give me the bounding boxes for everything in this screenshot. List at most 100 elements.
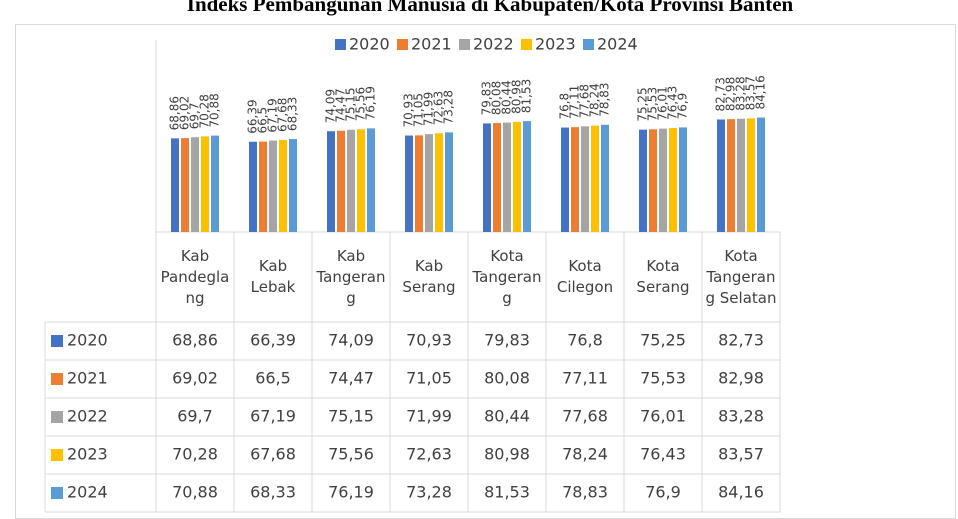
table-cell: 75,25	[640, 331, 686, 350]
table-cell: 81,53	[484, 483, 530, 502]
data-label: 80,98	[510, 80, 524, 114]
table-cell: 80,98	[484, 445, 530, 464]
data-label: 76,8	[558, 93, 572, 120]
data-label: 79,83	[480, 81, 494, 115]
bar	[425, 134, 433, 232]
data-label: 75,25	[636, 87, 650, 121]
bar	[747, 118, 755, 232]
category-cell: Kota Tangerang	[473, 247, 542, 307]
table-cell: 70,88	[172, 483, 218, 502]
table-cell: 67,68	[250, 445, 296, 464]
table-cell: 84,16	[718, 483, 764, 502]
bar	[357, 129, 365, 232]
x-tick-label: Kota Cilegon	[556, 257, 614, 296]
bar	[171, 138, 179, 232]
table-cell: 66,39	[250, 331, 296, 350]
category-cell: Kota Tangerang Selatan	[706, 247, 777, 307]
table-cell: 73,28	[406, 483, 452, 502]
row-label: 2020	[67, 331, 108, 350]
data-label: 75,56	[354, 87, 368, 121]
legend-swatch	[397, 39, 408, 50]
data-label: 68,33	[286, 97, 300, 131]
table-cell: 68,33	[250, 483, 296, 502]
table-cell: 69,02	[172, 369, 218, 388]
category-cell: Kota Cilegon	[556, 257, 614, 296]
table-cell: 76,43	[640, 445, 686, 464]
table-cell: 77,68	[562, 407, 608, 426]
bar	[581, 126, 589, 232]
table-cell: 74,47	[328, 369, 374, 388]
legend-label: 2023	[535, 35, 576, 54]
data-label: 70,93	[402, 93, 416, 127]
bar	[201, 136, 209, 232]
table-cell: 76,9	[645, 483, 681, 502]
bar	[513, 121, 521, 232]
table-cell: 76,01	[640, 407, 686, 426]
data-label: 67,19	[266, 98, 280, 132]
data-label: 73,28	[442, 90, 456, 124]
data-label: 84,16	[754, 75, 768, 109]
table-cell: 78,24	[562, 445, 608, 464]
table-cell: 83,28	[718, 407, 764, 426]
data-label: 69,7	[188, 102, 202, 129]
category-cell: Kab Lebak	[250, 257, 296, 296]
table-cell: 74,09	[328, 331, 374, 350]
data-label: 77,68	[578, 84, 592, 118]
data-label: 81,53	[520, 79, 534, 113]
data-label: 76,01	[656, 86, 670, 120]
bar	[649, 129, 657, 232]
data-label: 75,15	[344, 87, 358, 121]
legend-key	[51, 487, 63, 499]
category-cell: Kab Tangerang	[317, 247, 386, 307]
bar	[367, 128, 375, 232]
legend-swatch	[459, 39, 470, 50]
table-cell: 66,5	[255, 369, 291, 388]
bar	[435, 133, 443, 232]
bar	[181, 138, 189, 232]
legend-label: 2021	[411, 35, 452, 54]
bar	[601, 124, 609, 232]
data-label: 76,19	[364, 86, 378, 120]
table-cell: 71,05	[406, 369, 452, 388]
bar	[659, 128, 667, 232]
data-label: 74,09	[324, 89, 338, 123]
table-cell: 71,99	[406, 407, 452, 426]
data-label: 75,53	[646, 87, 660, 121]
bar	[249, 141, 257, 232]
bar	[523, 121, 531, 232]
bar	[717, 119, 725, 232]
x-tick-label: Kab Lebak	[250, 257, 296, 296]
bar	[415, 135, 423, 232]
bar	[279, 139, 287, 232]
table-cell: 77,11	[562, 369, 608, 388]
table-cell: 79,83	[484, 331, 530, 350]
bar	[347, 129, 355, 232]
bar	[561, 127, 569, 232]
data-label: 71,05	[412, 93, 426, 127]
table-cell: 80,44	[484, 407, 530, 426]
data-label: 66,39	[246, 99, 260, 133]
table-cell: 70,93	[406, 331, 452, 350]
data-label: 72,63	[432, 91, 446, 125]
table-cell: 70,28	[172, 445, 218, 464]
data-label: 83,57	[744, 76, 758, 110]
data-label: 76,43	[666, 86, 680, 120]
data-label: 78,83	[598, 82, 612, 116]
legend-swatch	[521, 39, 532, 50]
legend-label: 2022	[473, 35, 514, 54]
data-label: 70,88	[208, 93, 222, 127]
x-tick-label: Kab Pandeglang	[160, 246, 230, 307]
bar	[493, 123, 501, 232]
legend-key	[51, 373, 63, 385]
row-label: 2024	[67, 483, 108, 502]
table-cell: 75,53	[640, 369, 686, 388]
data-label: 78,24	[588, 83, 602, 117]
data-label: 74,47	[334, 88, 348, 122]
legend-swatch	[335, 39, 346, 50]
table-cell: 72,63	[406, 445, 452, 464]
legend-key	[51, 449, 63, 461]
bar	[289, 139, 297, 232]
chart-title: Indeks Pembangunan Manusia di Kabupaten/…	[187, 0, 794, 16]
